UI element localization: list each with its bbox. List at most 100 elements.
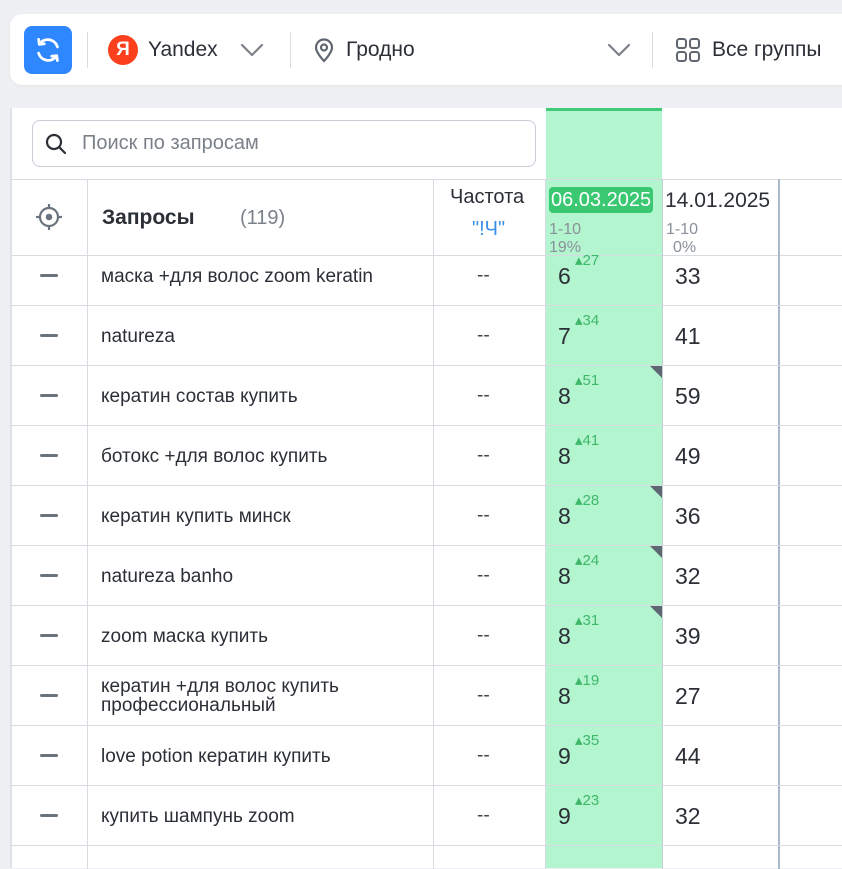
query-text[interactable]: ботокс +для волос купить <box>101 446 328 467</box>
table-row[interactable]: купить шампунь zoom -- 9 ▴23 32 <box>12 786 842 846</box>
previous-position[interactable]: 49 <box>675 443 701 469</box>
frequency-value: -- <box>477 565 490 586</box>
queries-column-header[interactable]: Запросы <box>102 206 195 229</box>
note-corner-icon[interactable] <box>650 546 662 558</box>
region-selector[interactable]: Гродно <box>313 28 631 72</box>
frequency-column-header[interactable]: Частота <box>450 186 525 208</box>
position-change-badge: ▴31 <box>575 612 600 629</box>
frequency-value: -- <box>477 745 490 766</box>
current-date-header[interactable]: 06.03.2025 <box>549 187 654 213</box>
query-text[interactable]: love potion кератин купить <box>101 746 331 767</box>
target-crosshair-icon[interactable] <box>34 202 64 232</box>
yandex-logo-icon: Я <box>108 35 138 65</box>
row-divider <box>12 545 842 546</box>
date1-percent: 19% <box>549 239 582 256</box>
current-date-column-accent <box>546 108 662 111</box>
row-divider <box>12 665 842 666</box>
frequency-value: -- <box>477 445 490 466</box>
remove-query-icon[interactable] <box>40 394 58 397</box>
col-divider <box>433 179 434 869</box>
position-change-badge: ▴23 <box>575 792 600 809</box>
remove-query-icon[interactable] <box>40 454 58 457</box>
header-bottom-border <box>12 255 842 256</box>
remove-query-icon[interactable] <box>40 754 58 757</box>
groups-selector[interactable]: Все группы <box>675 28 821 72</box>
note-corner-icon[interactable] <box>650 606 662 618</box>
current-position[interactable]: 8 <box>558 683 571 709</box>
refresh-button[interactable] <box>24 26 72 74</box>
query-text[interactable]: natureza banho <box>101 566 234 587</box>
note-corner-icon[interactable] <box>650 486 662 498</box>
row-divider <box>12 785 842 786</box>
frequency-value: -- <box>477 385 490 406</box>
current-position[interactable]: 8 <box>558 563 571 589</box>
table-row[interactable]: natureza banho -- 8 ▴24 32 <box>12 546 842 606</box>
region-label: Гродно <box>346 38 415 61</box>
date1-range: 1-10 <box>549 221 582 238</box>
table-row[interactable]: кератин купить минск -- 8 ▴28 36 <box>12 486 842 546</box>
current-position[interactable]: 8 <box>558 503 571 529</box>
previous-position[interactable]: 32 <box>675 563 701 589</box>
remove-query-icon[interactable] <box>40 814 58 817</box>
previous-position[interactable]: 44 <box>675 743 701 769</box>
queries-count: (119) <box>240 207 286 229</box>
previous-position[interactable]: 59 <box>675 383 701 409</box>
previous-position[interactable]: 41 <box>675 323 701 349</box>
position-change-badge: ▴19 <box>575 672 600 689</box>
search-engine-label: Yandex <box>148 38 218 61</box>
query-search-box[interactable] <box>32 120 536 167</box>
previous-position[interactable]: 33 <box>675 263 701 289</box>
date2-range: 1-10 <box>666 221 699 238</box>
current-position[interactable]: 8 <box>558 383 571 409</box>
query-text[interactable]: маска +для волос zoom keratin <box>101 266 373 287</box>
current-position[interactable]: 6 <box>558 263 571 289</box>
current-position[interactable]: 9 <box>558 743 571 769</box>
current-position[interactable]: 7 <box>558 323 571 349</box>
remove-query-icon[interactable] <box>40 694 58 697</box>
frequency-value: -- <box>477 685 490 706</box>
previous-position[interactable]: 27 <box>675 683 701 709</box>
row-divider <box>12 845 842 846</box>
remove-query-icon[interactable] <box>40 574 58 577</box>
frequency-value: -- <box>477 505 490 526</box>
note-corner-icon[interactable] <box>650 366 662 378</box>
col-divider <box>662 179 663 869</box>
position-change-badge: ▴51 <box>575 372 600 389</box>
query-text[interactable]: zoom маска купить <box>101 626 268 647</box>
remove-query-icon[interactable] <box>40 634 58 637</box>
previous-date-header[interactable]: 14.01.2025 <box>665 189 771 212</box>
position-change-badge: ▴35 <box>575 732 600 749</box>
current-position[interactable]: 8 <box>558 623 571 649</box>
search-engine-selector[interactable]: Я Yandex <box>108 28 264 72</box>
previous-position[interactable]: 39 <box>675 623 701 649</box>
remove-query-icon[interactable] <box>40 334 58 337</box>
chevron-down-icon <box>607 43 631 57</box>
row-divider <box>12 605 842 606</box>
position-change-badge: ▴34 <box>575 312 600 329</box>
remove-query-icon[interactable] <box>40 514 58 517</box>
table-row[interactable]: кератин +для волос купить профессиональн… <box>12 666 842 726</box>
table-row[interactable]: кератин состав купить -- 8 ▴51 59 <box>12 366 842 426</box>
query-text[interactable]: кератин состав купить <box>101 386 298 407</box>
row-divider <box>12 725 842 726</box>
query-text[interactable]: купить шампунь zoom <box>101 806 295 827</box>
query-text[interactable]: кератин +для волос купить профессиональн… <box>101 676 339 716</box>
table-row[interactable]: zoom маска купить -- 8 ▴31 39 <box>12 606 842 666</box>
query-text[interactable]: кератин купить минск <box>101 506 291 527</box>
table-row[interactable]: ботокс +для волос купить -- 8 ▴41 49 <box>12 426 842 486</box>
current-position[interactable]: 9 <box>558 803 571 829</box>
previous-position[interactable]: 32 <box>675 803 701 829</box>
table-row[interactable]: love potion кератин купить -- 9 ▴35 44 <box>12 726 842 786</box>
frequency-value: -- <box>477 805 490 826</box>
current-position[interactable]: 8 <box>558 443 571 469</box>
search-input[interactable] <box>80 131 524 156</box>
current-date-column-bg <box>546 108 662 868</box>
position-change-badge: ▴24 <box>575 552 600 569</box>
previous-position[interactable]: 36 <box>675 503 701 529</box>
query-text[interactable]: natureza <box>101 326 175 347</box>
date2-percent: 0% <box>673 239 697 256</box>
remove-query-icon[interactable] <box>40 274 58 277</box>
table-row[interactable]: маска +для волос zoom keratin -- 6 ▴27 33 <box>12 246 842 306</box>
frequency-mode-link[interactable]: "!Ч" <box>472 218 506 240</box>
table-row[interactable]: natureza -- 7 ▴34 41 <box>12 306 842 366</box>
